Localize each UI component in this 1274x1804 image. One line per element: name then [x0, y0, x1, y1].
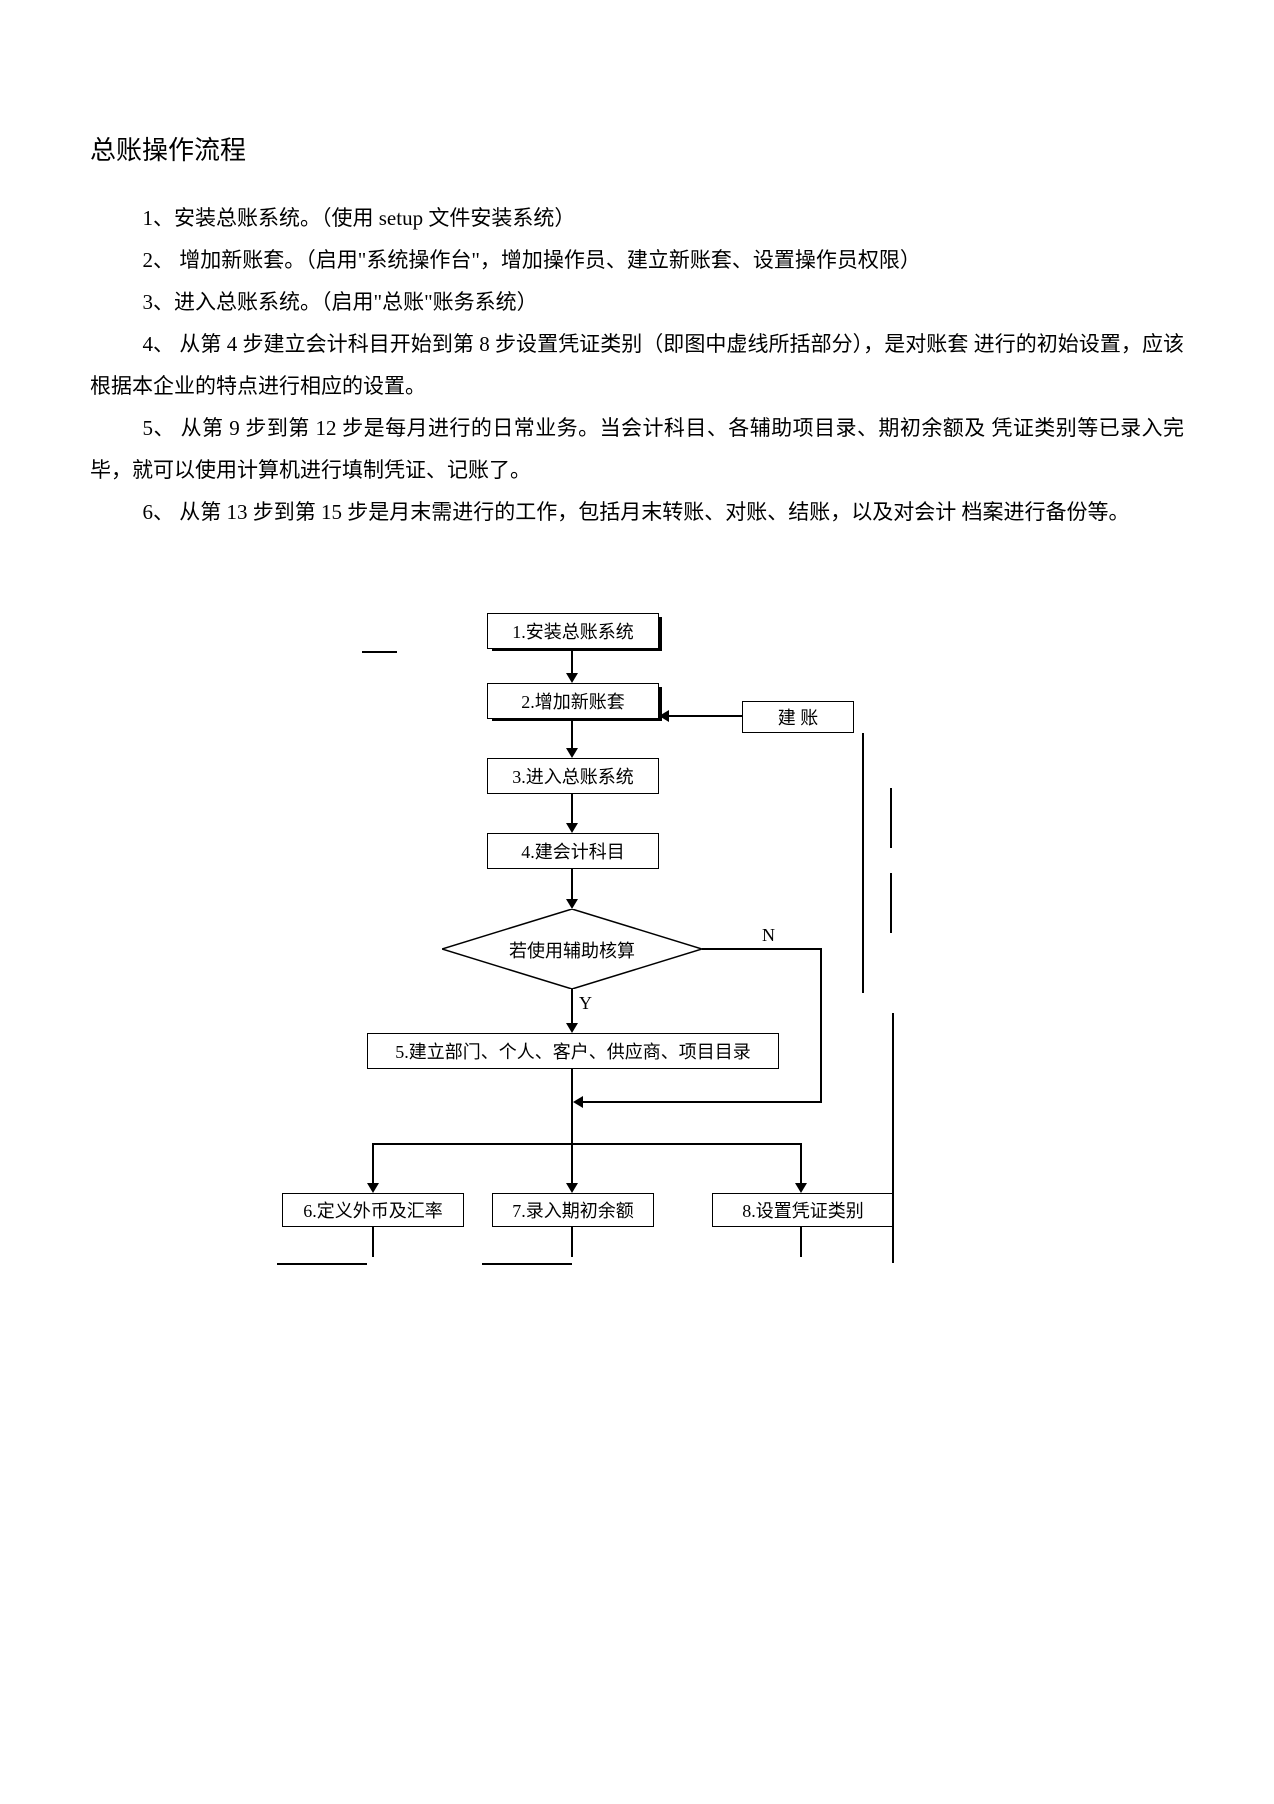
node5: 5.建立部门、个人、客户、供应商、项目目录: [367, 1033, 779, 1069]
edge-no-h2: [583, 1101, 822, 1103]
arrow-1-2: [566, 673, 578, 683]
frag-left-2: [277, 1263, 367, 1265]
edge-3-4: [571, 794, 573, 823]
edge-no-v: [820, 948, 822, 1103]
node1: 1.安装总账系统: [487, 613, 659, 649]
paragraph-3: 3、进入总账系统。（启用"总账"账务系统）: [90, 281, 1184, 323]
side-bracket-v: [862, 733, 864, 993]
node3-label: 3.进入总账系统: [512, 763, 634, 789]
edge-side: [669, 715, 742, 717]
paragraph-5: 5、 从第 9 步到第 12 步是每月进行的日常业务。当会计科目、各辅助项目录、…: [90, 407, 1184, 491]
arrow-2-3: [566, 748, 578, 758]
node4-label: 4.建会计科目: [521, 838, 625, 864]
label-no: N: [762, 925, 775, 946]
paragraph-1: 1、安装总账系统。（使用 setup 文件安装系统）: [90, 197, 1184, 239]
node4: 4.建会计科目: [487, 833, 659, 869]
node8: 8.设置凭证类别: [712, 1193, 894, 1227]
edge-no-h: [702, 948, 822, 950]
arrow-4-dec: [566, 899, 578, 909]
node1-label: 1.安装总账系统: [512, 618, 634, 644]
arrow-3-4: [566, 823, 578, 833]
node6-label: 6.定义外币及汇率: [303, 1197, 443, 1223]
frag-right-v1: [890, 788, 892, 848]
edge-split-d2: [571, 1143, 573, 1183]
arrow-no-merge: [573, 1096, 583, 1108]
paragraph-6: 6、 从第 13 步到第 15 步是月末需进行的工作，包括月末转账、对账、结账，…: [90, 491, 1184, 533]
frag-right-v3: [892, 1013, 894, 1263]
edge-6-down: [372, 1227, 374, 1257]
node8-label: 8.设置凭证类别: [742, 1197, 864, 1223]
node2: 2.增加新账套: [487, 683, 659, 719]
arrow-side: [659, 710, 669, 722]
edge-merge-split: [571, 1103, 573, 1143]
flowchart: 1.安装总账系统 2.增加新账套 建 账 3.进入总账系统 4.建会计科目 若使…: [317, 613, 957, 1313]
edge-yes-v: [571, 989, 573, 1023]
paragraph-4: 4、 从第 4 步建立会计科目开始到第 8 步设置凭证类别（即图中虚线所括部分）…: [90, 323, 1184, 407]
label-yes: Y: [579, 993, 592, 1014]
edge-2-3: [571, 719, 573, 748]
edge-7-down: [571, 1227, 573, 1257]
node7-label: 7.录入期初余额: [512, 1197, 634, 1223]
arrow-split-3: [795, 1183, 807, 1193]
node3: 3.进入总账系统: [487, 758, 659, 794]
page-title: 总账操作流程: [90, 130, 1184, 167]
paragraph-2: 2、 增加新账套。（启用"系统操作台"，增加操作员、建立新账套、设置操作员权限）: [90, 239, 1184, 281]
frag-mid-2: [482, 1263, 572, 1265]
edge-split-h: [372, 1143, 802, 1145]
edge-split-d1: [372, 1143, 374, 1183]
node7: 7.录入期初余额: [492, 1193, 654, 1227]
frag-right-v2: [890, 873, 892, 933]
side-node: 建 账: [742, 701, 854, 733]
decision: 若使用辅助核算: [442, 909, 702, 989]
frag-left-1: [362, 651, 397, 653]
edge-5-merge: [571, 1069, 573, 1103]
edge-split-d3: [800, 1143, 802, 1183]
node6: 6.定义外币及汇率: [282, 1193, 464, 1227]
arrow-split-2: [566, 1183, 578, 1193]
side-node-label: 建 账: [778, 704, 819, 730]
edge-1-2: [571, 649, 573, 673]
edge-4-dec: [571, 869, 573, 899]
arrow-yes: [566, 1023, 578, 1033]
node2-label: 2.增加新账套: [521, 688, 625, 714]
decision-label: 若使用辅助核算: [442, 937, 702, 963]
edge-8-down: [800, 1227, 802, 1257]
node5-label: 5.建立部门、个人、客户、供应商、项目目录: [395, 1038, 751, 1064]
arrow-split-1: [367, 1183, 379, 1193]
